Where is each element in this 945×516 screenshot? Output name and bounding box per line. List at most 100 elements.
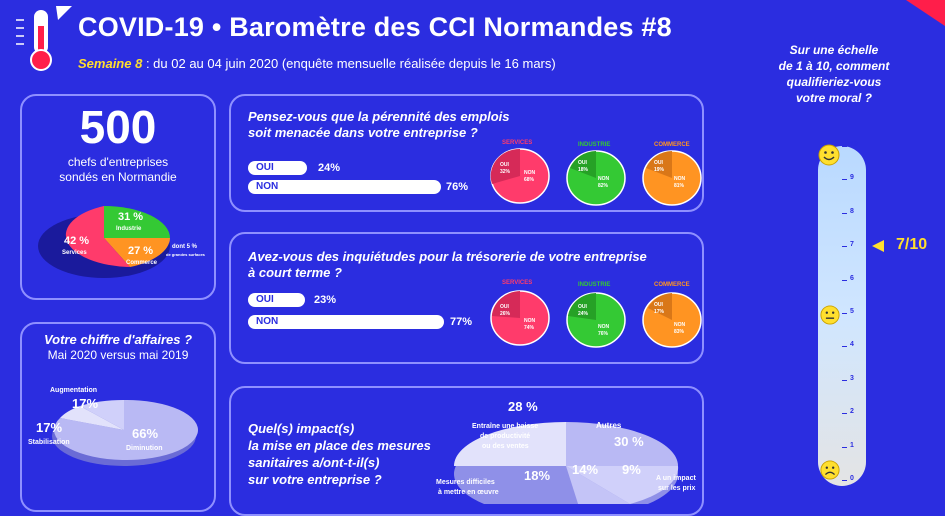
services-label: Services xyxy=(62,250,87,256)
q3-mesures-l1: Mesures difficiles xyxy=(436,479,495,486)
q3-slice-autres xyxy=(566,422,678,466)
pie-slice-industrie xyxy=(104,206,170,238)
scale-tick-label: 5 xyxy=(850,308,854,315)
q1-line1: Pensez-vous que la pérennité des emplois xyxy=(248,109,510,124)
q2-mini-services-title: SERVICES xyxy=(502,280,532,286)
score-marker-icon xyxy=(872,240,884,253)
sample-panel xyxy=(20,94,216,300)
q1-services-oui-pct: 32% xyxy=(500,169,511,175)
q3-p14: 14% xyxy=(572,462,598,477)
scale-tick-mark xyxy=(842,146,847,147)
commerce-note1: dont 5 % xyxy=(172,244,198,250)
moral-q-line1: Sur une échelle xyxy=(789,43,879,57)
q2-industrie-non: NON xyxy=(598,324,610,330)
commerce-pct: 27 % xyxy=(128,245,153,257)
moral-q-line4: votre moral ? xyxy=(795,91,873,105)
q3-line3: sanitaires a/ont-t-il(s) xyxy=(248,455,380,470)
q1-industrie-oui: OUI xyxy=(578,160,588,166)
stab-label: Stabilisation xyxy=(28,439,70,446)
q3-mesures-l2: à mettre en œuvre xyxy=(438,489,499,496)
q2-services-oui: OUI xyxy=(500,304,510,310)
q1-mini-industrie-title: INDUSTRIE xyxy=(578,142,610,148)
scale-tick-label: 6 xyxy=(850,274,854,282)
q2-services-non-pct: 74% xyxy=(524,325,535,331)
scale-tick-mark xyxy=(842,446,847,448)
q3-baisse-l2: de productivité xyxy=(480,433,530,440)
q3-slice-14 xyxy=(566,466,630,504)
sector-pie-chart: 31 % Industrie 42 % Services 27 % Commer… xyxy=(38,206,206,278)
q2-mini-commerce-title: COMMERCE xyxy=(654,282,690,288)
commerce-label: Commerce xyxy=(126,260,158,266)
ca-pie-chart: Augmentation 17% 17% Stabilisation 66% D… xyxy=(28,387,199,466)
ca-subtitle: Mai 2020 versus mai 2019 xyxy=(47,348,189,362)
dim-pct: 66% xyxy=(132,426,158,441)
sad-face-icon xyxy=(820,460,840,480)
q2-line1: Avez-vous des inquiétudes pour la trésor… xyxy=(248,249,647,264)
q3-pie-chart: 28 % Entraîne une baisse de productivité… xyxy=(436,399,696,504)
q2-commerce-non-pct: 83% xyxy=(674,329,685,335)
q1-mini-commerce-title: COMMERCE xyxy=(654,142,690,148)
scale-tick-label: 4 xyxy=(850,341,854,349)
scale-tick-mark xyxy=(842,346,847,348)
q2-industrie-oui: OUI xyxy=(578,304,588,310)
q2-mini-industrie-title: INDUSTRIE xyxy=(578,282,610,288)
week-text: : du 02 au 04 juin 2020 (enquête mensuel… xyxy=(145,56,556,71)
q3-slice-prix xyxy=(566,466,679,504)
q3-line2: la mise en place des mesures xyxy=(248,438,431,453)
q1-commerce-non-pct: 81% xyxy=(674,183,685,189)
q2-industrie-oui-pct: 24% xyxy=(578,311,589,317)
q1-services-oui: OUI xyxy=(500,162,510,168)
q2-oui-bar: OUI xyxy=(248,293,305,307)
scale-tick-label: 0 xyxy=(850,475,854,482)
services-pct: 42 % xyxy=(64,235,89,247)
q1-mini-services-title: SERVICES xyxy=(502,140,532,146)
scale-tick-label: 8 xyxy=(850,207,854,215)
q1-commerce-non: NON xyxy=(674,176,686,182)
pie-slice-services xyxy=(65,206,130,267)
q2-services-oui-pct: 26% xyxy=(500,311,511,317)
scale-tick-label: 10 xyxy=(850,141,858,148)
pie-slice-stabilisation xyxy=(60,406,124,430)
q3-line1: Quel(s) impact(s) xyxy=(248,421,355,436)
scale-tick-mark xyxy=(842,246,847,248)
scale-tick-label: 7 xyxy=(850,241,854,249)
happy-face-icon xyxy=(818,144,840,166)
q1-non-pct: 76% xyxy=(446,181,469,193)
q1-industrie-non: NON xyxy=(598,176,610,182)
q2-commerce-non: NON xyxy=(674,322,686,328)
thermometer-icon xyxy=(16,6,72,71)
pie-slice-commerce xyxy=(104,238,170,267)
scale-tick-mark xyxy=(842,212,847,214)
scale-tick-mark xyxy=(842,413,847,415)
q1-non-bar: NON xyxy=(248,180,441,194)
industrie-pct: 31 % xyxy=(118,211,143,223)
sample-line1: chefs d'entreprises xyxy=(67,155,169,169)
pie-slice-diminution xyxy=(54,399,199,460)
q1-services-non-pct: 68% xyxy=(524,177,535,183)
scale-tick-mark xyxy=(842,279,847,281)
dim-label: Diminution xyxy=(126,445,163,452)
neutral-face-icon xyxy=(820,305,840,325)
week-label: Semaine 8 xyxy=(78,56,143,71)
q3-line4: sur votre entreprise ? xyxy=(248,472,382,487)
scale-tick-label: 3 xyxy=(850,374,854,382)
q2-oui-pct: 23% xyxy=(314,294,337,306)
industrie-label: Industrie xyxy=(116,226,142,232)
q3-autres-label: Autres xyxy=(596,421,622,430)
sample-count: 500 xyxy=(79,101,157,153)
week-subtitle: Semaine 8 : du 02 au 04 juin 2020 (enquê… xyxy=(78,56,556,71)
q2-non-pct: 77% xyxy=(450,316,473,328)
q1-line2: soit menacée dans votre entreprise ? xyxy=(248,125,478,140)
scale-tick-mark xyxy=(842,379,847,381)
q2-line2: à court terme ? xyxy=(248,265,342,280)
q2-mini-pies: SERVICES OUI 26% NON 74% INDUSTRIE OUI 2… xyxy=(490,280,702,348)
pie-slice-augmentation xyxy=(80,399,124,430)
q2-commerce-oui: OUI xyxy=(654,302,664,308)
scale-tick-mark xyxy=(842,313,847,314)
q2-commerce-oui-pct: 17% xyxy=(654,309,665,315)
q3-baisse-l1: Entraîne une baisse xyxy=(472,423,538,430)
aug-pct: 17% xyxy=(72,396,98,411)
sample-line2: sondés en Normandie xyxy=(59,170,177,184)
page-title: COVID-19 • Baromètre des CCI Normandes #… xyxy=(78,12,672,42)
moral-q-line3: qualifieriez-vous xyxy=(786,75,882,89)
